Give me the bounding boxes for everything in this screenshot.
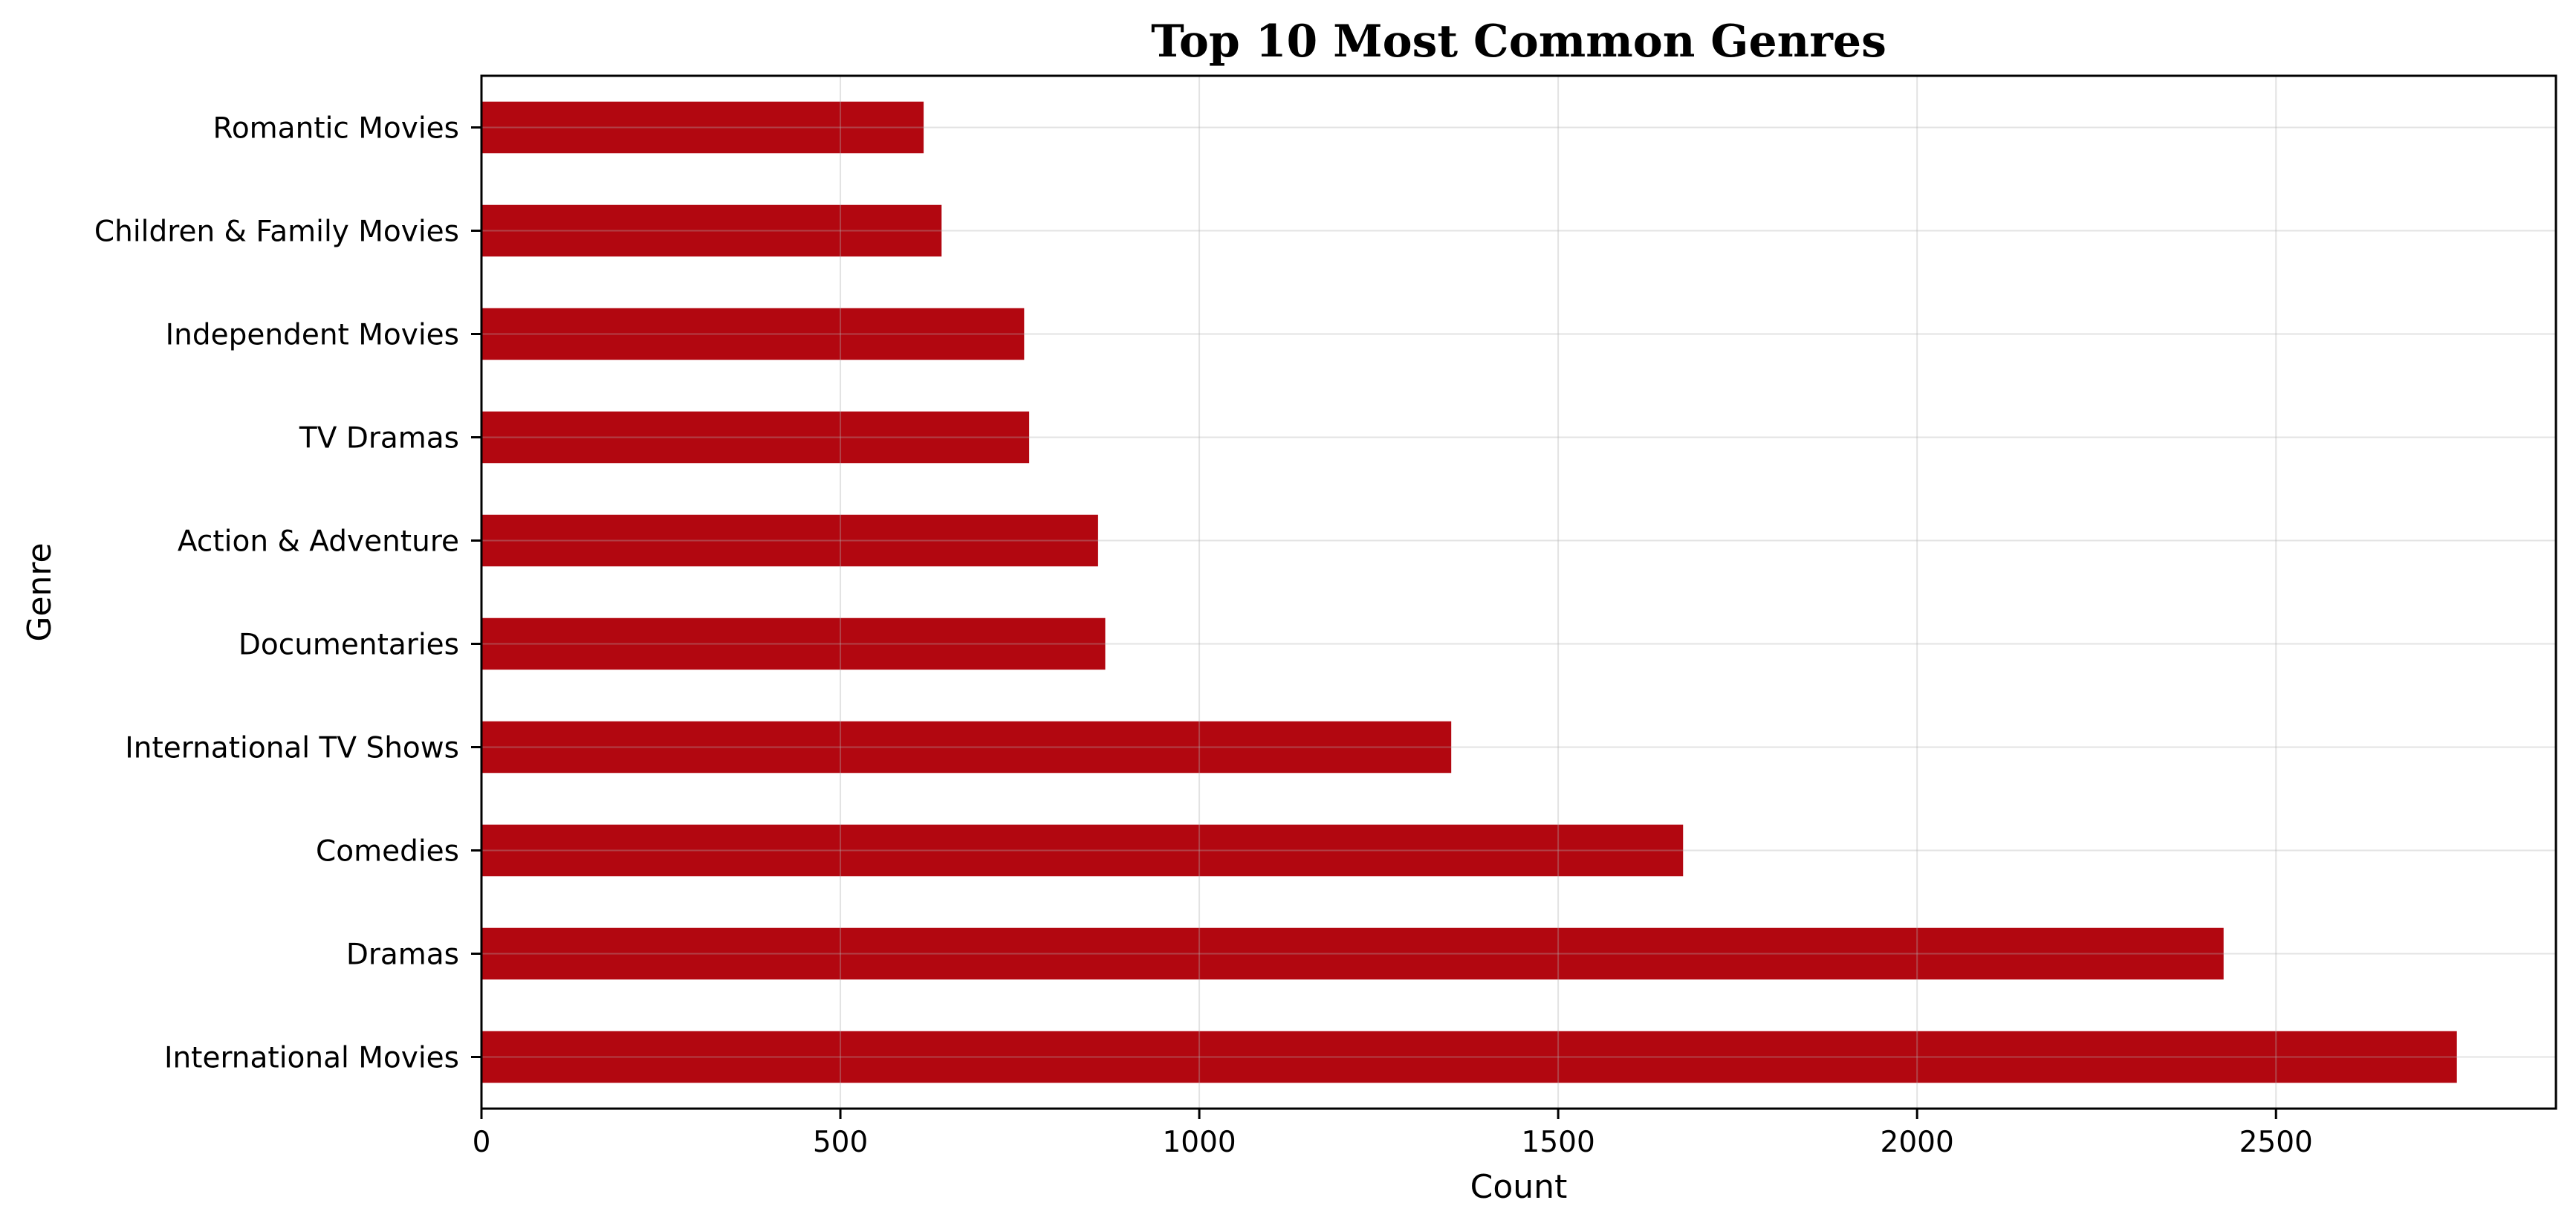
y-tick-label: Documentaries — [239, 629, 459, 662]
x-tick-label: 2000 — [1881, 1126, 1954, 1159]
bar — [481, 308, 1025, 360]
bar — [481, 514, 1098, 567]
y-axis-ticks: International Movies Dramas Comedies Intern… — [94, 112, 481, 1075]
y-axis-label: Genre — [21, 542, 59, 641]
bars — [481, 101, 2457, 1083]
y-tick-label: International Movies — [164, 1042, 459, 1075]
y-tick-label: International TV Shows — [125, 732, 459, 765]
bar — [481, 721, 1452, 774]
y-tick-label: Action & Adventure — [178, 525, 459, 559]
chart-title: Top 10 Most Common Genres — [1151, 16, 1886, 68]
bar — [481, 411, 1030, 464]
y-tick-label: Dramas — [346, 938, 459, 972]
x-tick-label: 1000 — [1162, 1126, 1236, 1159]
bar — [481, 824, 1684, 877]
x-tick-label: 1500 — [1522, 1126, 1595, 1159]
y-tick-label: Children & Family Movies — [94, 215, 459, 249]
grid-lines — [481, 76, 2556, 1109]
x-tick-label: 0 — [473, 1126, 491, 1159]
bar — [481, 101, 924, 154]
x-axis-label: Count — [1470, 1168, 1568, 1206]
x-tick-label: 2500 — [2239, 1126, 2313, 1159]
y-tick-label: Comedies — [316, 835, 459, 869]
bar — [481, 617, 1106, 670]
y-tick-label: TV Dramas — [299, 422, 459, 455]
x-tick-label: 500 — [813, 1126, 868, 1159]
y-tick-label: Independent Movies — [166, 319, 459, 352]
bar — [481, 1031, 2457, 1083]
bar — [481, 204, 942, 257]
plot-frame — [480, 74, 2557, 1110]
x-axis-ticks: 0 500 1000 1500 2000 2500 — [473, 1109, 2313, 1159]
y-tick-label: Romantic Movies — [212, 112, 459, 146]
bar — [481, 927, 2224, 980]
